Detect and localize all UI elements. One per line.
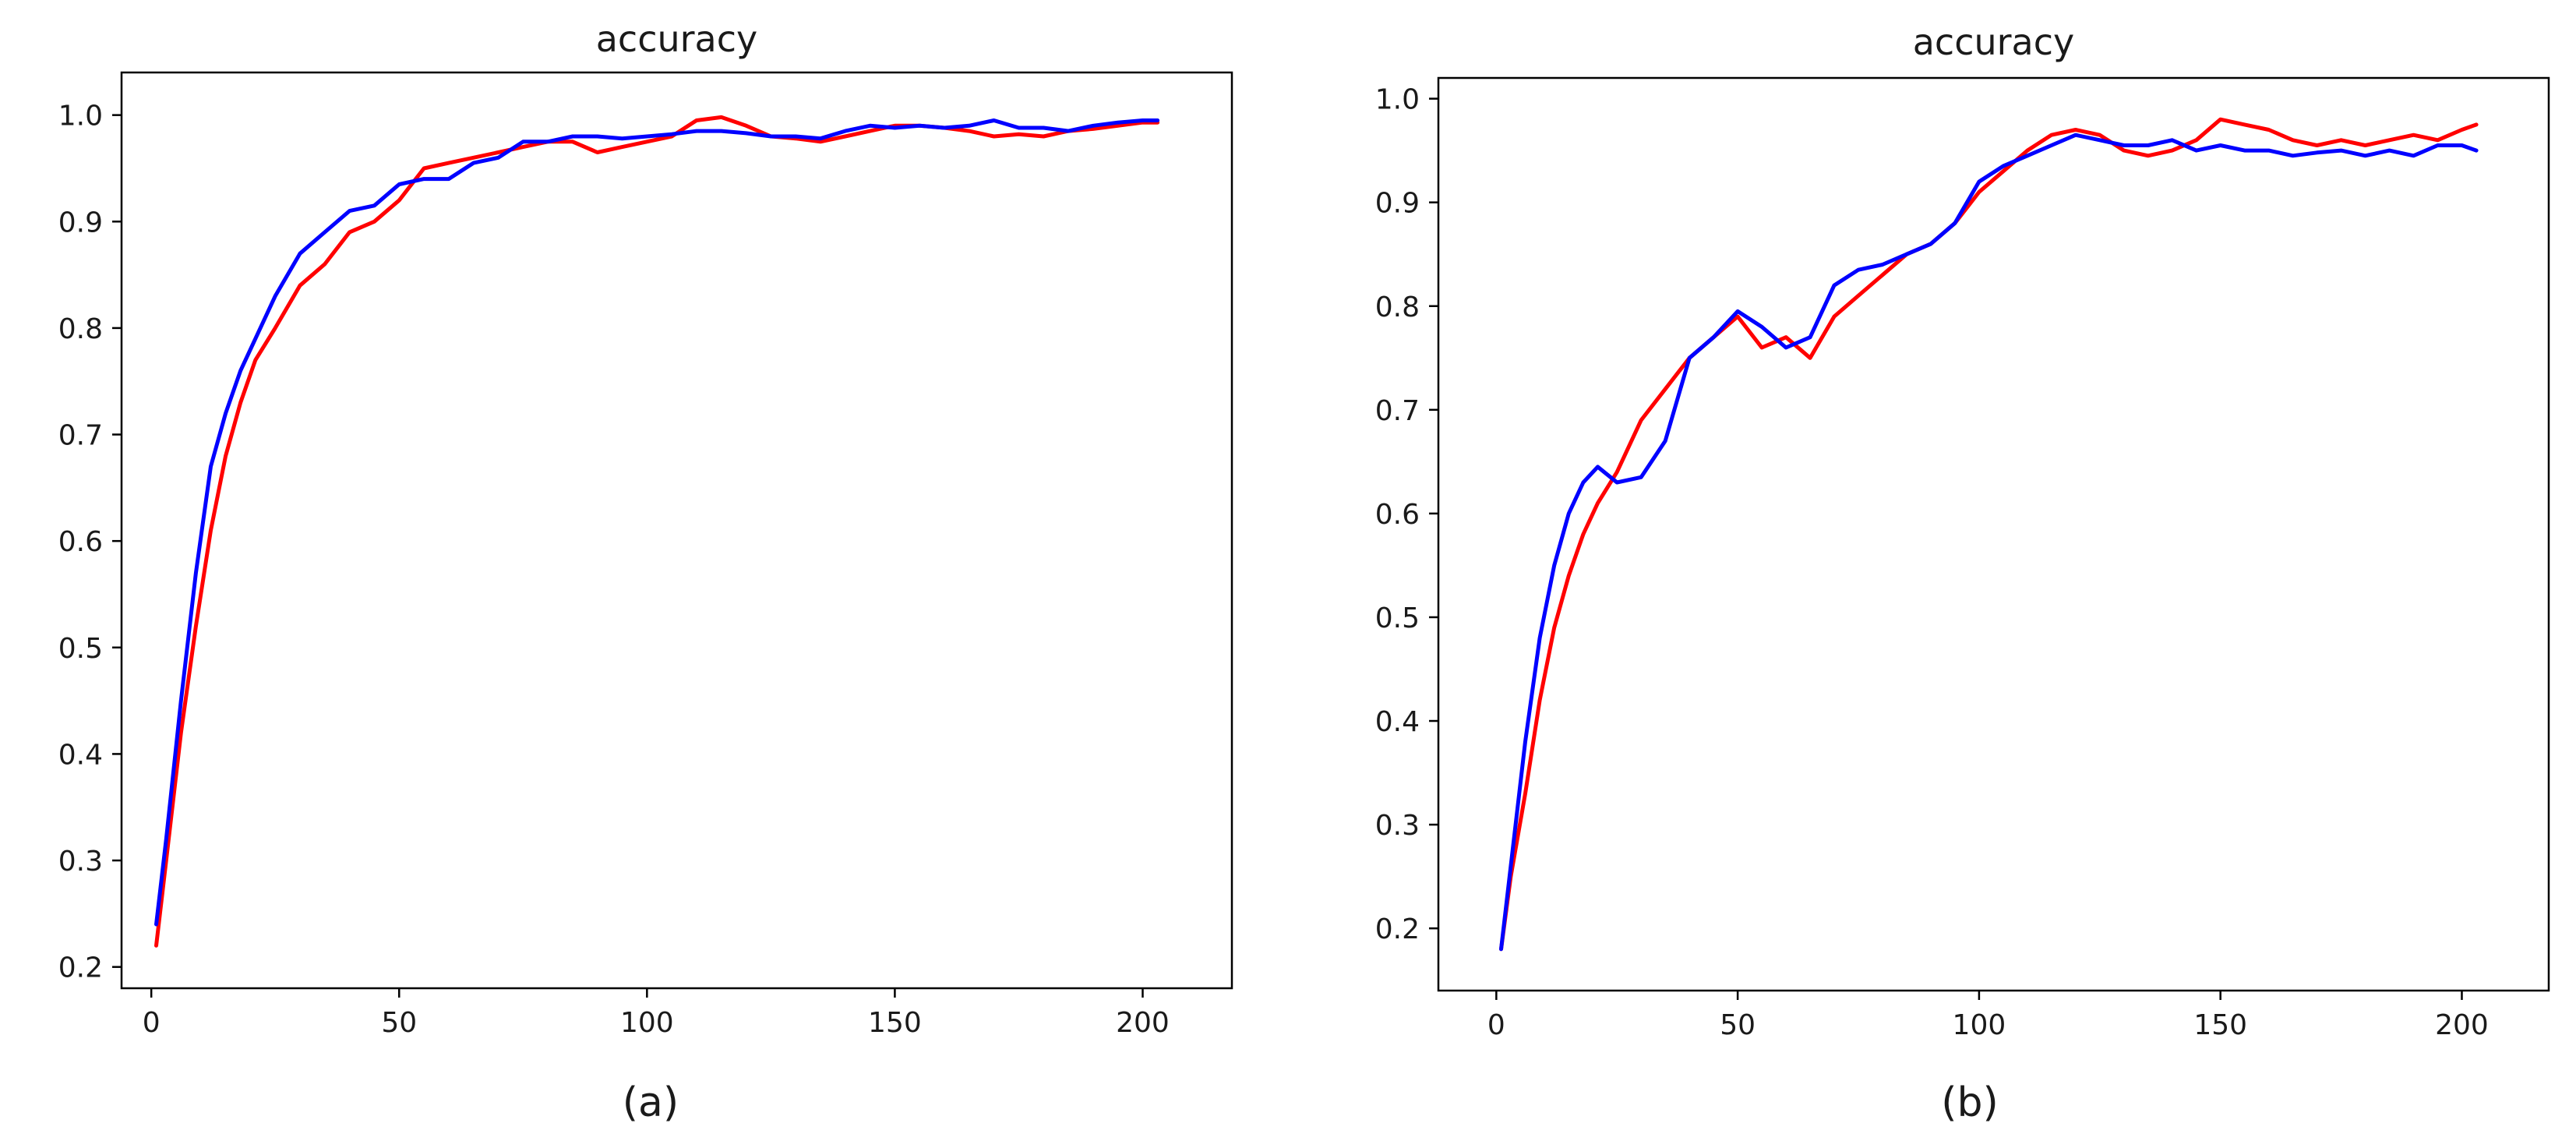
chart-a-y-tick-label: 1.0 <box>58 101 103 132</box>
chart-b-x-tick-label: 50 <box>1720 1009 1756 1041</box>
chart-b-y-tick-label: 0.4 <box>1375 706 1420 738</box>
chart-a: accuracy 0 50 100 150 200 0.2 0.3 0.4 0.5 0.6 0.7 0.… <box>58 18 1233 1039</box>
chart-b-y-tick-label: 0.6 <box>1375 499 1420 531</box>
chart-b: accuracy 0 50 100 150 200 0.2 0.3 0.4 0.5 0.6 0.7 0.… <box>1375 21 2550 1041</box>
chart-b-y-tick-label: 0.8 <box>1375 291 1420 323</box>
chart-b-y-tick-label: 0.2 <box>1375 913 1420 945</box>
chart-a-x-tick-label: 100 <box>620 1007 674 1039</box>
chart-b-y-tick-label: 0.5 <box>1375 602 1420 634</box>
chart-a-y-tick-label: 0.2 <box>58 952 103 984</box>
chart-a-x-tick-label: 200 <box>1116 1007 1170 1039</box>
chart-a-plot-frame <box>120 71 1233 990</box>
chart-b-x-tick-label: 200 <box>2435 1009 2489 1041</box>
chart-a-title: accuracy <box>596 18 758 60</box>
chart-b-y-tick-label: 0.9 <box>1375 188 1420 220</box>
chart-a-y-tick-label: 0.4 <box>58 739 103 771</box>
chart-a-y-tick-label: 0.3 <box>58 846 103 878</box>
chart-b-series-line-blue <box>1499 132 2479 952</box>
caption-b: (b) <box>1941 1079 1999 1126</box>
chart-a-y-tick-label: 0.5 <box>58 633 103 665</box>
chart-a-y-tick-label: 0.7 <box>58 420 103 452</box>
chart-a-y-tick-label: 0.8 <box>58 313 103 345</box>
chart-a-x-tick-label: 150 <box>868 1007 922 1039</box>
caption-a: (a) <box>623 1079 679 1126</box>
chart-b-y-tick-label: 0.3 <box>1375 810 1420 842</box>
chart-b-y-tick-label: 1.0 <box>1375 84 1420 116</box>
chart-b-x-tick-label: 150 <box>2193 1009 2247 1041</box>
chart-b-y-tick-label: 0.7 <box>1375 395 1420 427</box>
chart-a-y-tick-label: 0.9 <box>58 207 103 238</box>
chart-a-x-tick-label: 50 <box>381 1007 417 1039</box>
chart-b-series-line-red <box>1499 117 2479 952</box>
chart-a-x-tick-label: 0 <box>143 1007 161 1039</box>
chart-b-x-tick-label: 0 <box>1487 1009 1505 1041</box>
chart-b-x-tick-label: 100 <box>1953 1009 2006 1041</box>
chart-a-y-tick-label: 0.6 <box>58 526 103 558</box>
chart-a-series-line-blue <box>154 118 1160 927</box>
chart-b-plot-frame <box>1437 76 2550 992</box>
chart-a-series-line-red <box>154 115 1160 948</box>
chart-b-title: accuracy <box>1913 21 2075 63</box>
